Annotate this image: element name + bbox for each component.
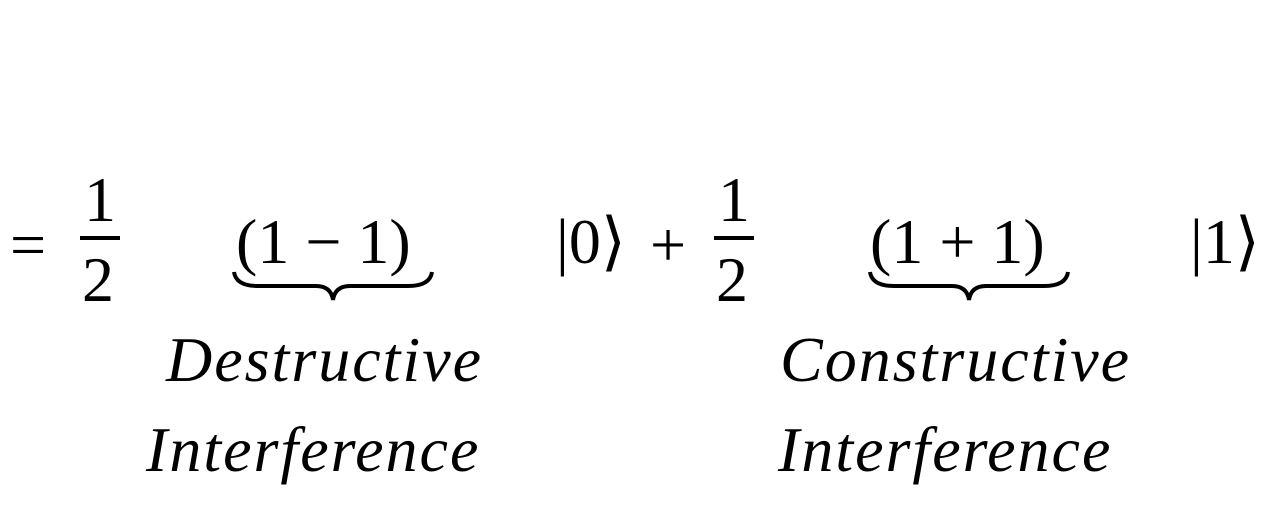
equals-sign: = [10,209,47,280]
fraction-2-bar [714,236,754,240]
constructive-underbrace [868,271,1070,301]
fraction-1-bar [80,236,120,240]
destructive-label-line2: Interference [146,414,481,485]
ket-zero: |0⟩ [556,206,626,277]
fraction-1-numerator: 1 [84,164,116,235]
constructive-group: (1 + 1) [870,206,1045,277]
fraction-2-denominator: 2 [716,244,748,315]
plus-sign: + [650,209,687,280]
constructive-label-line2: Interference [778,414,1113,485]
destructive-label-line1: Destructive [166,324,483,395]
fraction-2-numerator: 1 [718,164,750,235]
destructive-group: (1 − 1) [236,206,411,277]
destructive-underbrace [232,271,434,301]
fraction-1-denominator: 2 [82,244,114,315]
constructive-label-line1: Constructive [780,324,1132,395]
ket-one: |1⟩ [1190,206,1260,277]
